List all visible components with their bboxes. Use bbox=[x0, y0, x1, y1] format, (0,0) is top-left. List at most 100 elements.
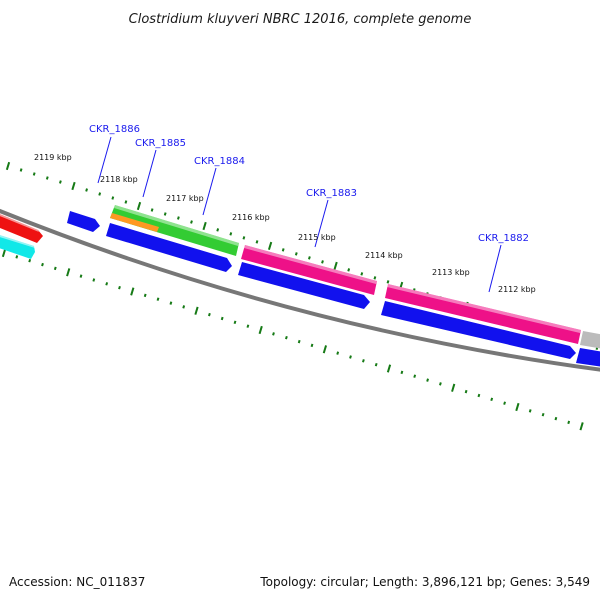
minor-tick bbox=[246, 324, 250, 328]
feature-cyan-highlight bbox=[0, 235, 35, 248]
minor-tick bbox=[15, 255, 19, 259]
major-tick bbox=[322, 345, 328, 354]
minor-tick bbox=[272, 332, 275, 336]
leader-ckr-1883 bbox=[314, 199, 329, 248]
scale-label: 2114 kbp bbox=[365, 251, 403, 260]
major-tick bbox=[5, 161, 11, 171]
minor-tick bbox=[285, 335, 288, 340]
major-tick bbox=[71, 181, 76, 191]
feature-magenta-1882-highlight bbox=[387, 284, 581, 333]
minor-tick bbox=[98, 192, 102, 196]
minor-tick bbox=[85, 188, 88, 192]
gene-blue-1884[interactable] bbox=[238, 262, 370, 309]
gene-blue-1882[interactable] bbox=[576, 348, 600, 368]
feature-magenta-1882[interactable] bbox=[385, 284, 581, 344]
minor-tick bbox=[567, 420, 571, 425]
minor-tick bbox=[400, 370, 404, 375]
feature-orange[interactable] bbox=[110, 213, 159, 232]
feature-green[interactable] bbox=[110, 205, 239, 256]
scale-label: 2113 kbp bbox=[432, 268, 470, 277]
minor-tick bbox=[124, 200, 128, 204]
feature-red[interactable] bbox=[0, 210, 43, 243]
gene-label-ckr-1883[interactable]: CKR_1883 bbox=[306, 188, 357, 199]
gene-label-ckr-1882[interactable]: CKR_1882 bbox=[478, 233, 529, 244]
gene-blue-1886[interactable] bbox=[106, 223, 232, 272]
major-tick bbox=[202, 221, 207, 231]
minor-tick bbox=[439, 382, 442, 386]
minor-tick bbox=[163, 212, 167, 216]
scale-label: 2112 kbp bbox=[498, 285, 536, 294]
genome-backbone bbox=[0, 208, 600, 372]
major-tick bbox=[194, 306, 199, 315]
major-tick bbox=[258, 325, 263, 335]
minor-tick bbox=[255, 240, 259, 244]
minor-tick bbox=[386, 280, 390, 284]
minor-tick bbox=[208, 312, 211, 317]
feature-red-highlight bbox=[0, 214, 39, 232]
minor-tick bbox=[464, 389, 468, 394]
genome-summary-text: Topology: circular; Length: 3,896,121 bp… bbox=[259, 575, 590, 589]
gene-label-ckr-1884[interactable]: CKR_1884 bbox=[194, 156, 245, 167]
label-leaders bbox=[97, 136, 502, 293]
minor-tick bbox=[156, 297, 160, 301]
minor-tick bbox=[490, 397, 494, 402]
minor-tick bbox=[41, 262, 44, 267]
gene-blue-1883[interactable] bbox=[381, 301, 576, 359]
minor-tick bbox=[413, 374, 417, 378]
feature-cyan[interactable] bbox=[0, 232, 35, 259]
minor-tick bbox=[79, 274, 83, 278]
leader-ckr-1885 bbox=[142, 149, 157, 198]
minor-tick bbox=[150, 208, 154, 212]
minor-tick bbox=[182, 305, 186, 309]
minor-tick bbox=[229, 232, 233, 236]
minor-tick bbox=[53, 266, 57, 271]
leader-ckr-1882 bbox=[488, 244, 502, 293]
minor-tick bbox=[374, 362, 378, 367]
minor-tick bbox=[92, 278, 96, 282]
minor-tick bbox=[233, 320, 237, 325]
minor-tick bbox=[310, 343, 314, 348]
minor-tick bbox=[294, 252, 298, 256]
minor-tick bbox=[321, 260, 324, 264]
gene-labels: CKR_1886 CKR_1885 CKR_1884 CKR_1883 CKR_… bbox=[89, 124, 529, 244]
minor-tick bbox=[541, 412, 545, 417]
minor-tick bbox=[349, 355, 352, 359]
scale-label: 2116 kbp bbox=[232, 213, 270, 222]
minor-tick bbox=[360, 272, 364, 276]
minor-tick bbox=[177, 216, 180, 220]
minor-tick bbox=[554, 416, 558, 421]
inner-tick-ring bbox=[1, 248, 584, 431]
minor-tick bbox=[281, 248, 285, 252]
minor-tick bbox=[111, 196, 115, 200]
gene-label-ckr-1886[interactable]: CKR_1886 bbox=[89, 124, 140, 135]
leader-ckr-1886 bbox=[97, 136, 112, 184]
feature-magenta-1883[interactable] bbox=[241, 245, 377, 295]
minor-tick bbox=[242, 236, 246, 240]
major-tick bbox=[1, 248, 7, 258]
minor-tick bbox=[105, 282, 109, 286]
scale-label: 2117 kbp bbox=[166, 194, 204, 203]
minor-tick bbox=[169, 301, 173, 305]
minor-tick bbox=[308, 256, 311, 260]
scale-labels: 2119 kbp 2118 kbp 2117 kbp 2116 kbp 2115… bbox=[34, 153, 536, 294]
feature-gray[interactable] bbox=[580, 331, 600, 350]
leader-ckr-1884 bbox=[202, 167, 217, 216]
gene-label-ckr-1885[interactable]: CKR_1885 bbox=[135, 138, 186, 149]
major-tick bbox=[130, 287, 135, 296]
minor-tick bbox=[28, 258, 32, 263]
gene-blue-1[interactable] bbox=[67, 211, 100, 232]
scale-label: 2115 kbp bbox=[298, 233, 336, 242]
minor-tick bbox=[477, 393, 481, 398]
map-title: Clostridium kluyveri NBRC 12016, complet… bbox=[129, 12, 472, 27]
major-tick bbox=[515, 402, 520, 412]
major-tick bbox=[451, 383, 456, 392]
major-tick bbox=[333, 261, 338, 271]
minor-tick bbox=[347, 268, 351, 272]
minor-tick bbox=[59, 180, 62, 184]
minor-tick bbox=[297, 339, 301, 344]
major-tick bbox=[386, 364, 392, 373]
feature-green-highlight bbox=[114, 205, 239, 246]
major-tick bbox=[136, 201, 142, 211]
minor-tick bbox=[373, 276, 377, 280]
minor-tick bbox=[45, 176, 49, 180]
